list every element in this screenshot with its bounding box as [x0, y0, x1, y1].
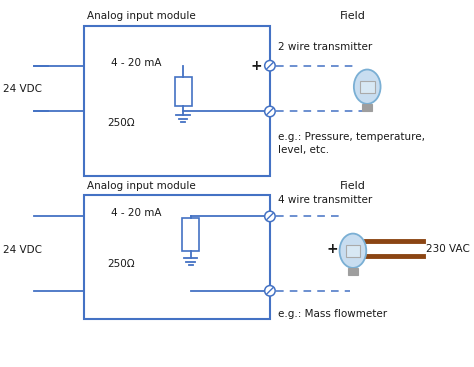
Text: Analog input module: Analog input module	[87, 181, 196, 190]
Bar	[346, 245, 360, 257]
Text: 2 wire transmitter: 2 wire transmitter	[278, 42, 372, 52]
Bar	[360, 81, 374, 93]
Text: 230 VAC: 230 VAC	[426, 244, 470, 254]
Bar	[174, 77, 191, 106]
Bar	[348, 268, 358, 275]
Text: e.g.: Mass flowmeter: e.g.: Mass flowmeter	[278, 309, 387, 319]
Circle shape	[264, 61, 275, 71]
Text: +: +	[251, 59, 263, 73]
Text: 4 wire transmitter: 4 wire transmitter	[278, 195, 372, 205]
Circle shape	[264, 106, 275, 117]
Text: 250Ω: 250Ω	[107, 118, 135, 128]
Text: 24 VDC: 24 VDC	[3, 84, 42, 94]
Text: 24 VDC: 24 VDC	[3, 245, 42, 255]
Text: Analog input module: Analog input module	[87, 11, 196, 21]
Bar	[182, 218, 200, 251]
Bar	[363, 104, 372, 110]
Text: 250Ω: 250Ω	[107, 259, 135, 269]
Circle shape	[264, 211, 275, 222]
Bar	[84, 195, 270, 319]
Text: +: +	[326, 242, 338, 256]
Bar	[84, 26, 270, 177]
Text: level, etc.: level, etc.	[278, 145, 328, 155]
Ellipse shape	[354, 69, 381, 104]
Circle shape	[264, 286, 275, 296]
Text: 4 - 20 mA: 4 - 20 mA	[110, 58, 161, 68]
Text: Field: Field	[340, 11, 366, 21]
Text: e.g.: Pressure, temperature,: e.g.: Pressure, temperature,	[278, 132, 425, 142]
Ellipse shape	[339, 233, 366, 268]
Text: 4 - 20 mA: 4 - 20 mA	[110, 208, 161, 218]
Text: Field: Field	[340, 181, 366, 190]
